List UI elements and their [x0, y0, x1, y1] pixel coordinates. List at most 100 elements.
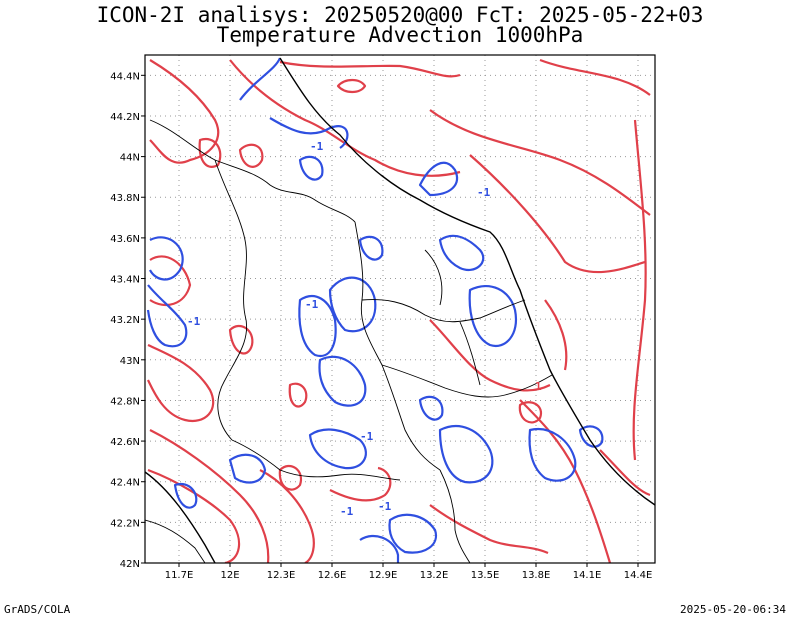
red-contour-small-4: [518, 401, 543, 424]
latitude-tick-label: 43.8N: [110, 193, 140, 204]
blue-contour-small-2: [358, 235, 384, 261]
red-contour-right-vertical: [632, 119, 647, 461]
red-contour-small-2: [238, 143, 264, 168]
red-contour-west-1: [149, 255, 192, 307]
red-contour-upper-right: [539, 58, 651, 96]
longitude-tick-label: 13.5E: [471, 570, 500, 581]
red-contour-east-arc: [469, 154, 646, 274]
red-contour-east-3: [599, 449, 651, 497]
blue-contour-east-3: [438, 425, 494, 484]
latitude-tick-label: 44.4N: [110, 71, 140, 82]
longitude-tick-label: 12.6E: [318, 570, 347, 581]
blue-contour-east-4: [528, 427, 577, 482]
contour-label: -1: [360, 430, 374, 443]
blue-contour-east-small: [578, 425, 604, 448]
contour-label: -1: [310, 140, 324, 153]
blue-contour-northeast: [418, 161, 458, 197]
blue-contour-north-2: [269, 117, 349, 149]
software-credit: GrADS/COLA: [4, 603, 71, 616]
blue-contour-center-4: [308, 428, 367, 470]
latitude-tick-label: 42.4N: [110, 478, 140, 489]
red-contour-north-band: [229, 59, 461, 177]
red-contour-north-top: [279, 60, 461, 78]
latitude-tick-label: 42.2N: [110, 518, 140, 529]
longitude-tick-label: 13.2E: [420, 570, 449, 581]
longitude-tick-label: 12.9E: [369, 570, 398, 581]
blue-contour-east-2: [468, 285, 518, 348]
blue-contour-west-1: [149, 236, 184, 281]
red-contour-northwest: [149, 59, 220, 164]
contour-label: -1: [378, 500, 392, 513]
red-contour-west-2: [147, 343, 215, 423]
red-contour-southwest-2: [149, 429, 270, 563]
contour-label: -1: [187, 315, 201, 328]
longitude-ticks: 11.7E 12E 12.3E 12.6E 12.9E 13.2E 13.5E 13.8E 14…: [165, 563, 653, 581]
boundary-southwest: [145, 519, 206, 563]
longitude-tick-label: 14.4E: [624, 570, 653, 581]
blue-contour-east-1: [438, 234, 485, 271]
contour-label: -1: [305, 298, 319, 311]
latitude-tick-label: 44N: [120, 153, 140, 164]
latitude-tick-label: 42N: [120, 559, 140, 570]
blue-contour-south-1: [388, 513, 438, 554]
red-contour-east-1: [429, 319, 551, 392]
blue-contour-center-5: [228, 453, 267, 484]
map-title-line-2: Temperature Advection 1000hPa: [216, 23, 584, 47]
red-contour-small-5: [278, 464, 303, 491]
longitude-tick-label: 12E: [220, 570, 239, 581]
map-content: -1 -1 -1 -1 -1 -1 -1 1: [145, 57, 655, 563]
blue-contour-south-2: [359, 534, 400, 563]
contour-label: 1: [535, 380, 542, 393]
blue-contour-southwest: [173, 482, 198, 509]
red-contour-center-1: [288, 382, 308, 408]
longitude-tick-label: 14.1E: [573, 570, 602, 581]
latitude-tick-label: 43.6N: [110, 234, 140, 245]
red-contour-small-3: [198, 137, 222, 168]
latitude-tick-label: 43.2N: [110, 315, 140, 326]
latitude-tick-label: 44.2N: [110, 112, 140, 123]
contour-label: -1: [477, 186, 491, 199]
negative-advection-contours: [146, 57, 604, 563]
boundary-west: [214, 159, 247, 441]
longitude-tick-label: 11.7E: [165, 570, 194, 581]
longitude-tick-label: 13.8E: [522, 570, 551, 581]
latitude-tick-label: 42.8N: [110, 396, 140, 407]
red-contour-center-2: [228, 324, 254, 355]
map-frame: [144, 54, 656, 564]
generation-timestamp: 2025-05-20-06:34: [680, 603, 786, 616]
blue-contour-north: [239, 57, 282, 101]
red-contour-south-1: [259, 469, 315, 563]
latitude-tick-label: 43N: [120, 356, 140, 367]
boundary-east-1: [361, 299, 526, 323]
boundary-south-2: [439, 469, 471, 563]
red-contour-south-east: [429, 504, 549, 555]
red-contour-northeast-big: [429, 109, 651, 216]
latitude-tick-label: 43.4N: [110, 275, 140, 286]
latitude-tick-label: 42.6N: [110, 437, 140, 448]
boundary-south-1: [231, 439, 401, 481]
administrative-boundaries: [145, 119, 553, 563]
blue-contour-small-1: [298, 155, 324, 181]
red-contour-small-1: [336, 78, 367, 94]
boundary-east-4: [459, 321, 481, 386]
boundary-east-2: [381, 364, 553, 398]
coastline: [279, 57, 655, 506]
blue-contour-small-3: [418, 395, 444, 421]
boundary-center-vertical: [354, 221, 441, 471]
coastline-southwest: [145, 471, 216, 563]
boundary-east-3: [424, 249, 443, 306]
blue-contour-west-2: [146, 284, 188, 348]
boundary-north: [149, 119, 356, 223]
red-contour-southwest-1: [147, 468, 241, 563]
latitude-ticks: 42N 42.2N 42.4N 42.6N 42.8N 43N 43.2N 43.4N 43.6…: [110, 71, 145, 570]
graticule-grid: [145, 55, 655, 563]
red-contour-south-center: [329, 466, 392, 502]
contour-label: -1: [340, 505, 354, 518]
contour-labels: -1 -1 -1 -1 -1 -1 -1 1: [187, 140, 542, 518]
red-contour-east-4: [544, 299, 568, 371]
longitude-tick-label: 12.3E: [267, 570, 296, 581]
blue-contour-center-1: [298, 295, 337, 358]
blue-contour-center-3: [318, 355, 367, 407]
map-title-line-1: ICON-2I analisys: 20250520@00 FcT: 2025-…: [96, 3, 704, 27]
